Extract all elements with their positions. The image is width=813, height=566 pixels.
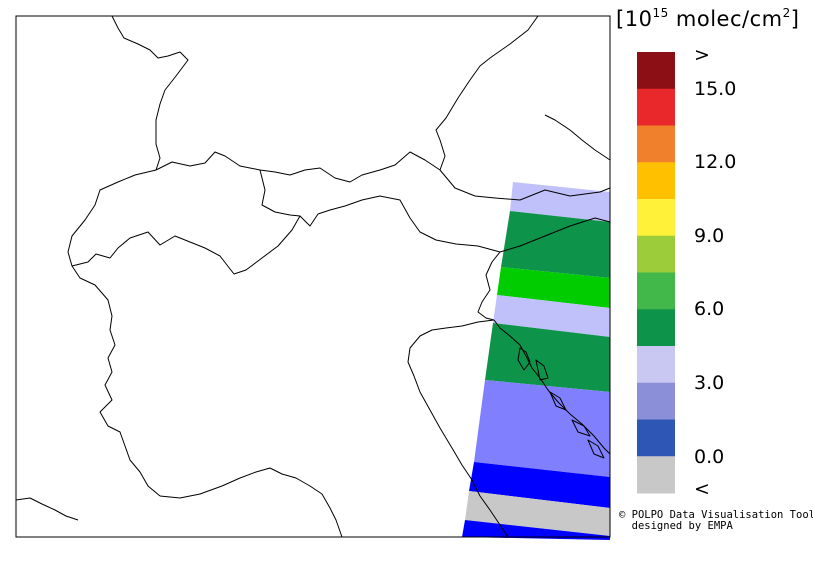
border-swiss-north xyxy=(67,169,157,267)
border-france-germany xyxy=(111,15,189,171)
credit-line-2: designed by EMPA xyxy=(619,520,733,532)
border-france-italy xyxy=(71,265,161,497)
satellite-swath xyxy=(462,182,610,540)
legend-bin xyxy=(637,235,675,273)
swath-band xyxy=(469,462,610,508)
border-italy-slovenia xyxy=(477,251,501,321)
map-frame xyxy=(15,15,611,538)
credit-line-1: © POLPO Data Visualisation Tool xyxy=(619,509,813,521)
legend-bin xyxy=(637,162,675,200)
swath-band xyxy=(497,267,610,308)
legend-tick-label: > xyxy=(694,44,710,66)
border-germany-czech xyxy=(435,15,539,171)
swath-band xyxy=(474,380,610,477)
border-austria-hungary xyxy=(544,114,611,161)
swath-band xyxy=(485,323,610,392)
legend-tick-label: 9.0 xyxy=(694,225,725,247)
croatia-islands xyxy=(517,347,605,459)
legend-tick-label: 15.0 xyxy=(694,78,737,100)
legend-bin xyxy=(637,419,675,457)
legend-bin xyxy=(637,346,675,384)
legend-unit-title: [1015 molec/cm2] xyxy=(616,6,800,31)
legend-bin xyxy=(637,199,675,237)
coast-italy-adriatic xyxy=(407,319,509,538)
legend-bin xyxy=(637,88,675,126)
legend-bin xyxy=(637,382,675,420)
legend-bin xyxy=(637,272,675,310)
border-north-alps xyxy=(155,151,611,201)
country-borders xyxy=(15,15,611,538)
legend-tick-label: 6.0 xyxy=(694,298,725,320)
swath-band xyxy=(462,520,610,540)
legend-bin xyxy=(637,309,675,347)
credit-text: © POLPO Data Visualisation Tool designed… xyxy=(619,510,813,532)
legend-tick-label: 0.0 xyxy=(694,446,725,468)
swath-band xyxy=(465,491,610,536)
border-france-west xyxy=(15,497,79,521)
legend-bin xyxy=(637,125,675,163)
border-swiss-austria xyxy=(259,169,301,217)
legend-tick-label: 3.0 xyxy=(694,372,725,394)
legend-bin xyxy=(637,52,675,90)
legend-tick-label: < xyxy=(694,478,710,500)
swath-band xyxy=(501,211,610,278)
border-swiss-italy xyxy=(71,195,611,275)
coast-italy-ligurian xyxy=(159,467,343,538)
swath-band xyxy=(510,182,610,222)
legend-tick-label: 12.0 xyxy=(694,151,737,173)
legend-bin xyxy=(637,456,675,494)
coast-croatia xyxy=(493,319,611,455)
